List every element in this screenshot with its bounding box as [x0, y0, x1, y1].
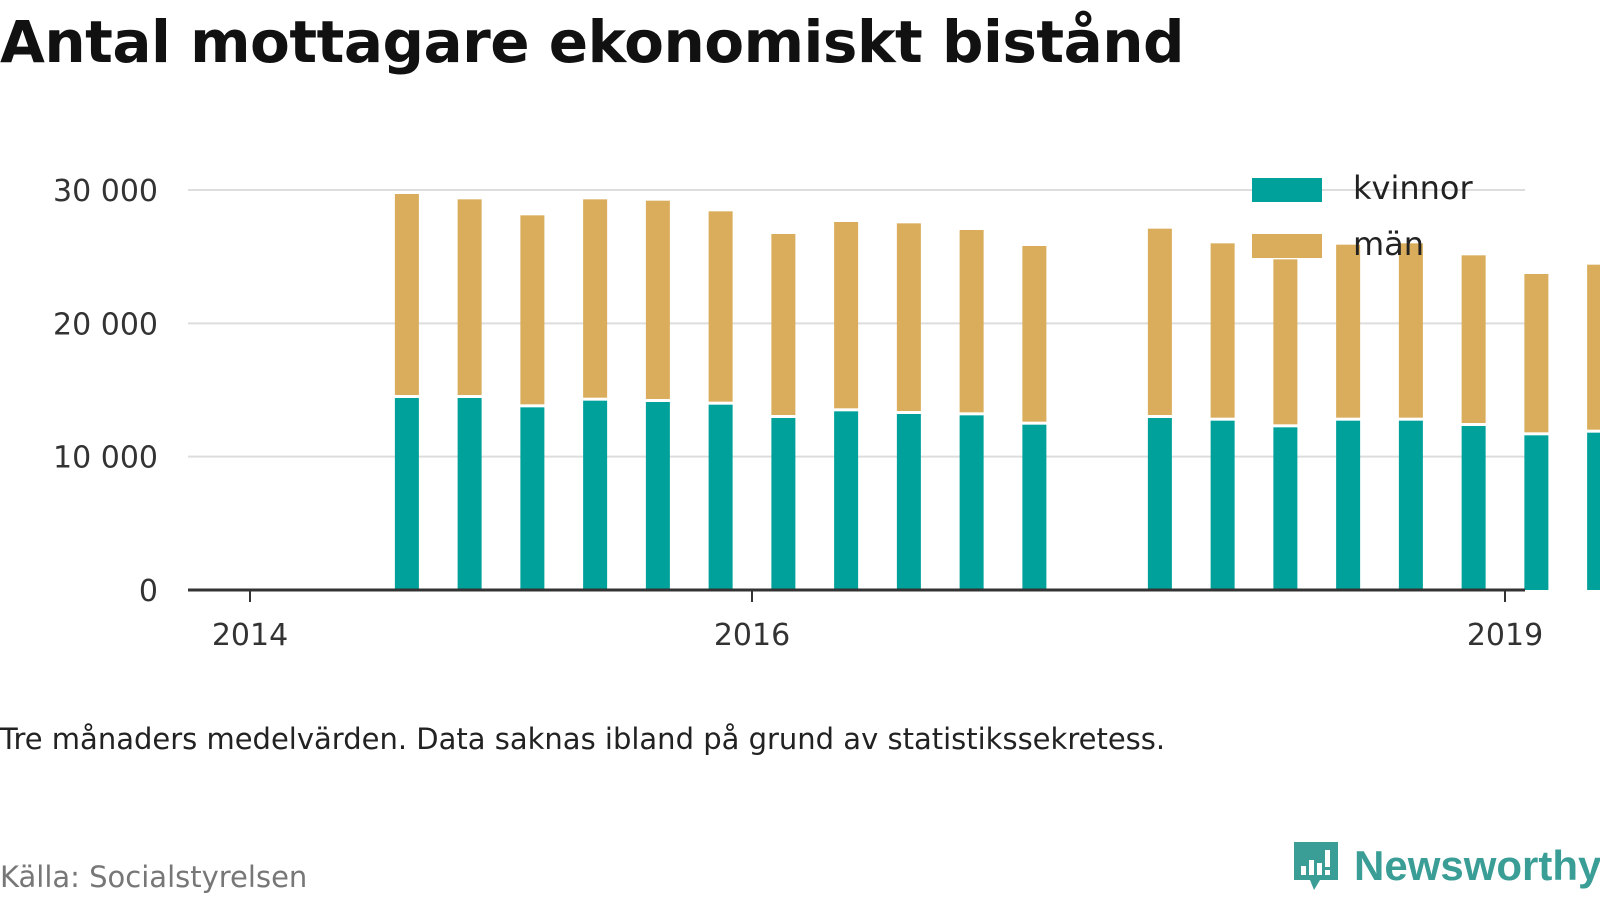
x-tick-label: 2014 — [212, 618, 288, 653]
bar-kvinnor — [834, 411, 859, 590]
bar-man — [771, 234, 796, 415]
bar-man — [394, 194, 419, 395]
chart-note: Tre månaders medelvärden. Data saknas ib… — [0, 722, 1166, 756]
bar-kvinnor — [1461, 426, 1486, 590]
bar-man — [1587, 264, 1600, 430]
bar-kvinnor — [1336, 420, 1361, 590]
chart-title: Antal mottagare ekonomiskt bistånd — [0, 8, 1185, 76]
bar-man — [1022, 246, 1047, 422]
bar-man — [1147, 228, 1172, 415]
bar-kvinnor — [896, 414, 921, 590]
bar-man — [583, 199, 608, 398]
brand-logo: Newsworthy — [1290, 838, 1600, 894]
bar-man — [959, 230, 984, 413]
bars — [394, 194, 1600, 590]
legend-label: män — [1353, 225, 1424, 263]
legend-swatch — [1252, 178, 1322, 202]
x-tick-label: 2019 — [1467, 618, 1543, 653]
bar-kvinnor — [1273, 427, 1298, 590]
bar-kvinnor — [1524, 435, 1549, 590]
bar-kvinnor — [520, 407, 545, 590]
y-tick-label: 10 000 — [53, 441, 158, 476]
bar-man — [1524, 274, 1549, 433]
y-tick-label: 20 000 — [53, 307, 158, 342]
brand-name: Newsworthy — [1354, 842, 1600, 889]
legend-label: kvinnor — [1353, 169, 1474, 207]
bar-kvinnor — [1022, 424, 1047, 590]
bar-man — [1461, 255, 1486, 423]
bar-kvinnor — [959, 415, 984, 590]
bar-man — [1273, 259, 1298, 425]
bar-kvinnor — [583, 400, 608, 590]
y-tick-label: 0 — [139, 574, 158, 609]
y-axis: 0 10 000 20 000 30 000 — [53, 174, 158, 609]
source-label: Källa: Socialstyrelsen — [0, 860, 308, 894]
bar-man — [1398, 243, 1423, 418]
bar-man — [520, 215, 545, 405]
bar-kvinnor — [1147, 418, 1172, 590]
bar-man — [1336, 244, 1361, 418]
bar-man — [1210, 243, 1235, 418]
bar-man — [834, 222, 859, 409]
legend-swatch — [1252, 234, 1322, 258]
bar-kvinnor — [457, 398, 482, 590]
bar-kvinnor — [1398, 420, 1423, 590]
y-tick-label: 30 000 — [53, 174, 158, 209]
bar-kvinnor — [645, 402, 670, 590]
x-axis: 20142016201920212023 — [188, 588, 1543, 653]
bar-kvinnor — [1210, 420, 1235, 590]
bar-man — [708, 211, 733, 402]
x-tick-label: 2016 — [714, 618, 790, 653]
bar-kvinnor — [1587, 432, 1600, 590]
newsworthy-logo-icon — [1294, 842, 1338, 890]
bar-man — [645, 200, 670, 399]
bar-kvinnor — [771, 418, 796, 590]
bar-kvinnor — [394, 398, 419, 590]
bar-man — [896, 223, 921, 411]
legend: kvinnor män — [1252, 169, 1474, 263]
bar-kvinnor — [708, 404, 733, 590]
bar-man — [457, 199, 482, 395]
